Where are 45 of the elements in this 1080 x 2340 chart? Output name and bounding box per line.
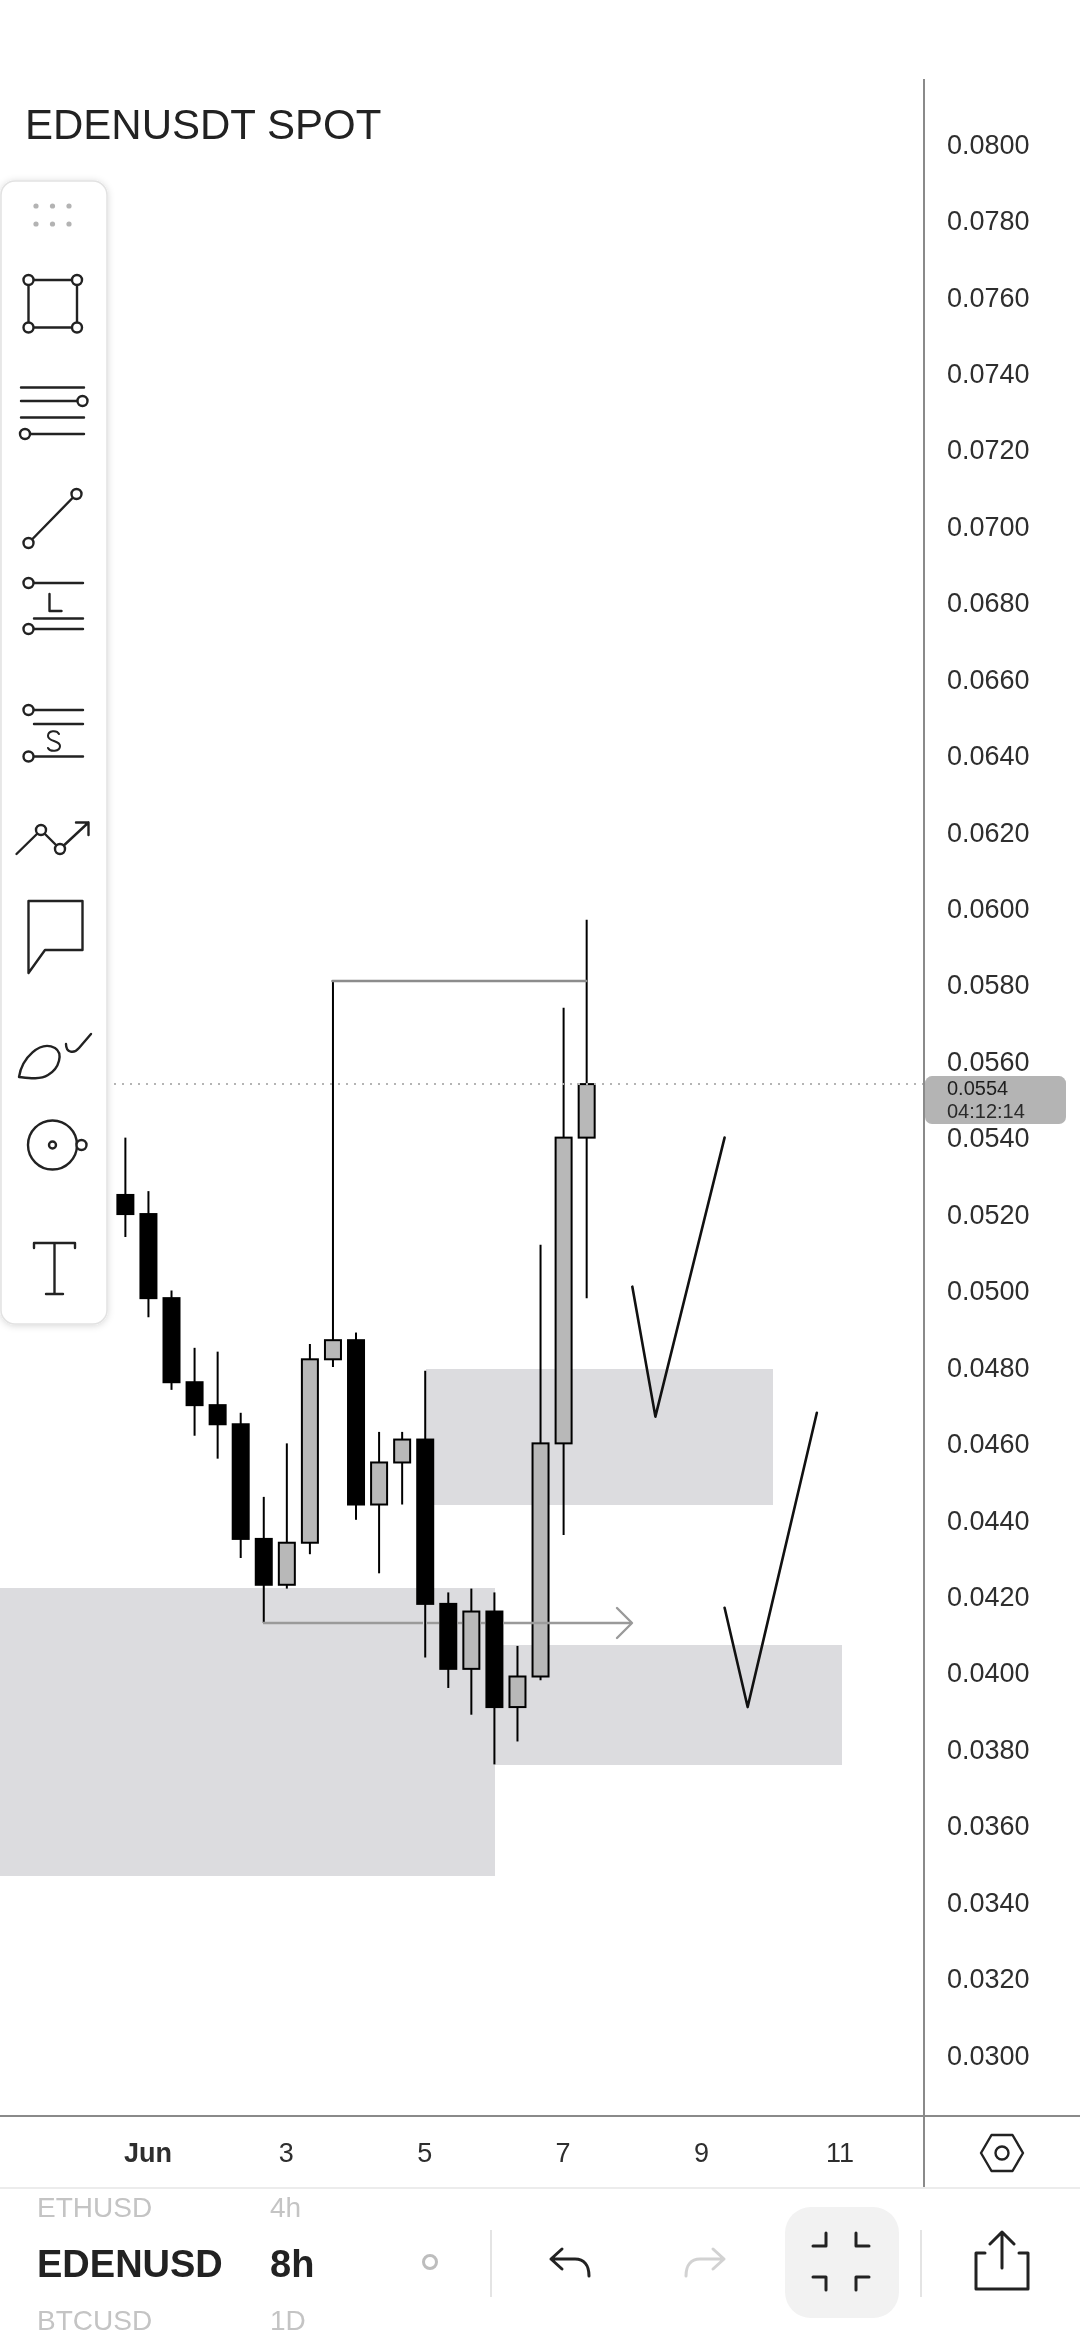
x-tick-label: Jun	[123, 2137, 172, 2168]
y-tick-label: 0.0380	[947, 1734, 1030, 1765]
text: ETHUSD	[37, 2192, 153, 2223]
candlestick	[208, 1350, 227, 1460]
candlestick	[116, 1136, 135, 1238]
y-tick-label: 0.0800	[947, 129, 1030, 160]
text: EDENUSD	[37, 2243, 223, 2285]
y-tick-label: 0.0300	[947, 2040, 1030, 2071]
y-tick-label: 0.0680	[947, 588, 1030, 619]
y-tick-label: 0.0320	[947, 1964, 1030, 1995]
y-tick-label: 0.0640	[947, 741, 1030, 772]
y-tick-label: 0.0480	[947, 1352, 1030, 1383]
y-tick-label: 0.0760	[947, 282, 1030, 313]
text: BTCUSD	[37, 2305, 153, 2336]
x-tick-label: 11	[825, 2137, 854, 2168]
y-tick-label: 0.0520	[947, 1199, 1030, 1230]
y-tick-label: 0.0440	[947, 1505, 1030, 1536]
text: 04:12:14	[947, 1100, 1025, 1123]
y-tick-label: 0.0540	[947, 1123, 1030, 1154]
y-tick-label: 0.0600	[947, 894, 1030, 925]
y-tick-label: 0.0420	[947, 1581, 1030, 1612]
y-tick-label: 0.0780	[947, 206, 1030, 237]
text: 4h	[270, 2192, 302, 2223]
y-tick-label: 0.0560	[947, 1046, 1030, 1077]
y-tick-label: 0.0360	[947, 1811, 1030, 1842]
y-tick-label: 0.0580	[947, 970, 1030, 1001]
x-tick-label: 5	[417, 2137, 433, 2168]
text: EDENUSDT SPOT	[25, 100, 382, 150]
x-tick-label: 7	[555, 2137, 571, 2168]
y-tick-label: 0.0620	[947, 817, 1030, 848]
x-tick-label: 3	[278, 2137, 294, 2168]
candlestick	[185, 1346, 204, 1437]
y-tick-label: 0.0740	[947, 358, 1030, 389]
y-tick-label: 0.0460	[947, 1429, 1030, 1460]
ref-line-label: 0.0554	[947, 1077, 1009, 1100]
candlestick	[393, 1430, 412, 1506]
x-tick-label: 9	[694, 2137, 710, 2168]
y-tick-label: 0.0500	[947, 1276, 1030, 1307]
text: 1D	[270, 2305, 306, 2336]
y-tick-label: 0.0660	[947, 664, 1030, 695]
y-tick-label: 0.0400	[947, 1658, 1030, 1689]
y-tick-label: 0.0720	[947, 435, 1030, 466]
y-tick-label: 0.0340	[947, 1887, 1030, 1918]
text: 8h	[270, 2243, 315, 2285]
y-tick-label: 0.0700	[947, 511, 1030, 542]
